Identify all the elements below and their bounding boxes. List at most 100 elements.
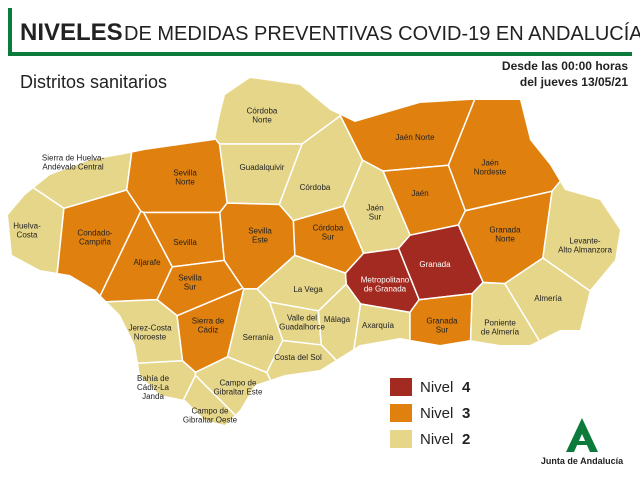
legend-label: Nivel (420, 379, 453, 396)
district-label-line: de Granada (364, 285, 407, 294)
district-label-line: Sevilla (248, 227, 272, 236)
logo-text: Junta de Andalucía (541, 456, 624, 466)
district-label: Sevilla (173, 238, 197, 247)
district-label-line: Córdoba (247, 107, 278, 116)
district-label: Bahía de Cádiz-La Janda (137, 374, 170, 401)
district-label: Metropolitano de Granada (361, 276, 410, 294)
district-label: Huelva-Costa (13, 222, 41, 240)
district-label: Sierra de Cádiz (192, 317, 225, 335)
district-label-line: Guadalquivir (240, 163, 285, 172)
district-label: Condado-Campiña (77, 229, 112, 247)
district-label-line: Costa (17, 231, 38, 240)
district-label: Sierra de Huelva-Andévalo Central (42, 154, 105, 172)
district-label-line: Costa del Sol (274, 353, 322, 362)
district-label-line: Sierra de (192, 317, 225, 326)
district-label-line: Sevilla (173, 169, 197, 178)
subtitle: Distritos sanitarios (20, 72, 167, 92)
district-label: Poniente de Almería (481, 319, 520, 337)
title-rest: DE MEDIDAS PREVENTIVAS COVID-19 EN ANDAL… (124, 22, 640, 45)
district-label: Serranía (243, 333, 274, 342)
district-label: Sevilla Este (248, 227, 272, 245)
district-label-line: Málaga (324, 315, 351, 324)
district-label-line: Sevilla (178, 274, 202, 283)
district-label-line: Alto Almanzora (558, 246, 612, 255)
district-label-line: Jerez-Costa (128, 324, 172, 333)
district-label-line: Almería (534, 294, 562, 303)
district-label-line: La Vega (293, 285, 323, 294)
logo: Junta de Andalucía (541, 418, 624, 466)
district-label-line: Córdoba (300, 183, 331, 192)
district-label-line: Jaén (481, 159, 498, 168)
district-label-line: Sierra de Huelva- (42, 154, 105, 163)
district-label-line: Campo de (192, 407, 229, 416)
district-label: Costa del Sol (274, 353, 322, 362)
district-label-line: Bahía de (137, 374, 170, 383)
district-label-line: Metropolitano (361, 276, 410, 285)
legend: Nivel 4 Nivel 3 Nivel 2 (390, 378, 471, 448)
legend-swatch (390, 430, 412, 448)
legend-swatch (390, 404, 412, 422)
legend-level: 3 (462, 405, 470, 422)
district-label-line: Huelva- (13, 222, 41, 231)
district-label: Jaén Nordeste (474, 159, 507, 177)
district-label: Levante-Alto Almanzora (558, 237, 612, 255)
district-label-line: Campo de (220, 379, 257, 388)
district-label: Granada Sur (426, 317, 458, 335)
district-label-line: Valle del (287, 314, 317, 323)
district-label-line: Sur (322, 233, 335, 242)
legend-label: Nivel (420, 431, 453, 448)
district-label-line: Granada (489, 226, 521, 235)
district-label-line: Cádiz-La (137, 383, 170, 392)
district-label: Valle del Guadalhorce (279, 314, 325, 332)
district-label: Aljarafe (133, 258, 161, 267)
district-label-line: Serranía (243, 333, 274, 342)
district-label-line: Gibraltar Este (214, 388, 263, 397)
district-label-line: Jaén Norte (395, 133, 435, 142)
district-label: Jaén (411, 189, 428, 198)
district-label: Jerez-Costa Noroeste (128, 324, 172, 342)
district-label: Axarquía (362, 321, 395, 330)
legend-label: Nivel (420, 405, 453, 422)
district-label-line: Norte (175, 178, 195, 187)
district-label-line: Janda (142, 392, 164, 401)
district-label-line: Levante- (569, 237, 600, 246)
district-label-line: Andévalo Central (42, 163, 104, 172)
legend-swatch (390, 378, 412, 396)
legend-level: 2 (462, 431, 470, 448)
district-label: Guadalquivir (240, 163, 285, 172)
district-label-line: Granada (419, 260, 451, 269)
date-line: Desde las 00:00 horas (502, 59, 628, 73)
district-label-line: Norte (495, 235, 515, 244)
district-label: Granada (419, 260, 451, 269)
district-label-line: Jaén (366, 204, 383, 213)
district-label-line: Este (252, 236, 269, 245)
district-label: Málaga (324, 315, 351, 324)
district-label-line: Sur (184, 283, 197, 292)
logo-bar (572, 441, 592, 445)
district-label: Córdoba Sur (313, 224, 344, 242)
district-label: Sevilla Norte (173, 169, 197, 187)
district-label-line: Cádiz (198, 326, 218, 335)
district-label: Jaén Sur (366, 204, 383, 222)
district-label: Jaén Norte (395, 133, 435, 142)
district-label: Granada Norte (489, 226, 521, 244)
district-label-line: Nordeste (474, 168, 507, 177)
district-label-line: Granada (426, 317, 458, 326)
district-label: Campo de Gibraltar Este (214, 379, 263, 397)
district-label-line: Poniente (484, 319, 516, 328)
district-label: Campo de Gibraltar Oeste (183, 407, 238, 425)
district-label-line: Campiña (79, 238, 112, 247)
district-label-line: Sevilla (173, 238, 197, 247)
district-label-line: de Almería (481, 328, 520, 337)
district-label-line: Norte (252, 116, 272, 125)
district-label-line: Córdoba (313, 224, 344, 233)
legend-level: 4 (462, 379, 471, 396)
district-label-line: Gibraltar Oeste (183, 416, 238, 425)
district-label-line: Axarquía (362, 321, 395, 330)
district-label: Sevilla Sur (178, 274, 202, 292)
district-label: Almería (534, 294, 562, 303)
date-line: del jueves 13/05/21 (520, 75, 628, 89)
district-label-line: Aljarafe (133, 258, 161, 267)
